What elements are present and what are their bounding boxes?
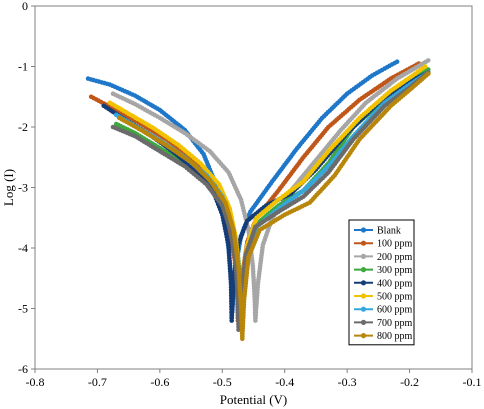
data-point <box>394 59 400 64</box>
legend-item: 200 ppm <box>354 252 413 263</box>
x-tick-label: -0.1 <box>463 375 482 389</box>
y-tick-label: -5 <box>18 302 28 316</box>
legend-swatch-marker <box>360 253 367 259</box>
series-layer <box>85 58 431 342</box>
legend-swatch-marker <box>360 319 367 325</box>
data-point <box>422 64 428 69</box>
y-tick-label: -2 <box>18 120 28 134</box>
legend-label: 300 ppm <box>377 265 413 276</box>
axes: -0.8 -0.7 -0.6 -0.5 -0.4 -0.3 -0.2 -0.1 0 -1 -2 -3 -… <box>18 0 482 389</box>
y-tick-label: -6 <box>18 362 28 376</box>
legend-item: 800 ppm <box>354 331 413 342</box>
legend-swatch-marker <box>360 240 367 246</box>
x-tick-label: -0.7 <box>88 375 107 389</box>
legend: Blank 100 ppm 200 ppm 300 ppm 400 ppm 500 ppm… <box>348 219 415 346</box>
series-800-ppm <box>117 71 431 342</box>
legend-item: 300 ppm <box>354 265 413 276</box>
legend-label: 400 ppm <box>377 278 413 289</box>
legend-item: 600 ppm <box>354 305 413 316</box>
legend-swatch-marker <box>360 306 367 312</box>
y-axis-title: Log (I) <box>1 169 16 206</box>
legend-item: Blank <box>354 226 401 237</box>
x-tick-label: -0.2 <box>400 375 419 389</box>
x-tick-label: -0.5 <box>213 375 232 389</box>
legend-label: 500 ppm <box>377 292 413 303</box>
legend-label: Blank <box>377 226 401 237</box>
legend-label: 800 ppm <box>377 331 413 342</box>
legend-swatch-marker <box>360 280 367 286</box>
legend-label: 200 ppm <box>377 252 413 263</box>
data-point <box>426 71 431 77</box>
data-point <box>426 58 431 63</box>
legend-swatch-marker <box>360 267 367 273</box>
legend-item: 700 ppm <box>354 318 413 329</box>
legend-item: 400 ppm <box>354 278 413 289</box>
x-tick-label: -0.8 <box>26 375 45 389</box>
legend-swatch-marker <box>360 227 367 233</box>
x-tick-label: -0.4 <box>275 375 294 389</box>
x-tick-label: -0.3 <box>338 375 357 389</box>
legend-label: 600 ppm <box>377 305 413 316</box>
legend-label: 700 ppm <box>377 318 413 329</box>
legend-swatch-marker <box>360 293 367 299</box>
legend-swatch-marker <box>360 333 367 339</box>
y-tick-label: 0 <box>22 0 28 13</box>
y-tick-label: -3 <box>18 181 28 195</box>
y-tick-label: -4 <box>18 241 28 255</box>
x-tick-label: -0.6 <box>150 375 169 389</box>
y-tick-label: -1 <box>18 60 28 74</box>
legend-item: 500 ppm <box>354 292 413 303</box>
x-axis-title: Potential (V) <box>220 392 288 407</box>
legend-item: 100 ppm <box>354 239 413 250</box>
legend-label: 100 ppm <box>377 239 413 250</box>
